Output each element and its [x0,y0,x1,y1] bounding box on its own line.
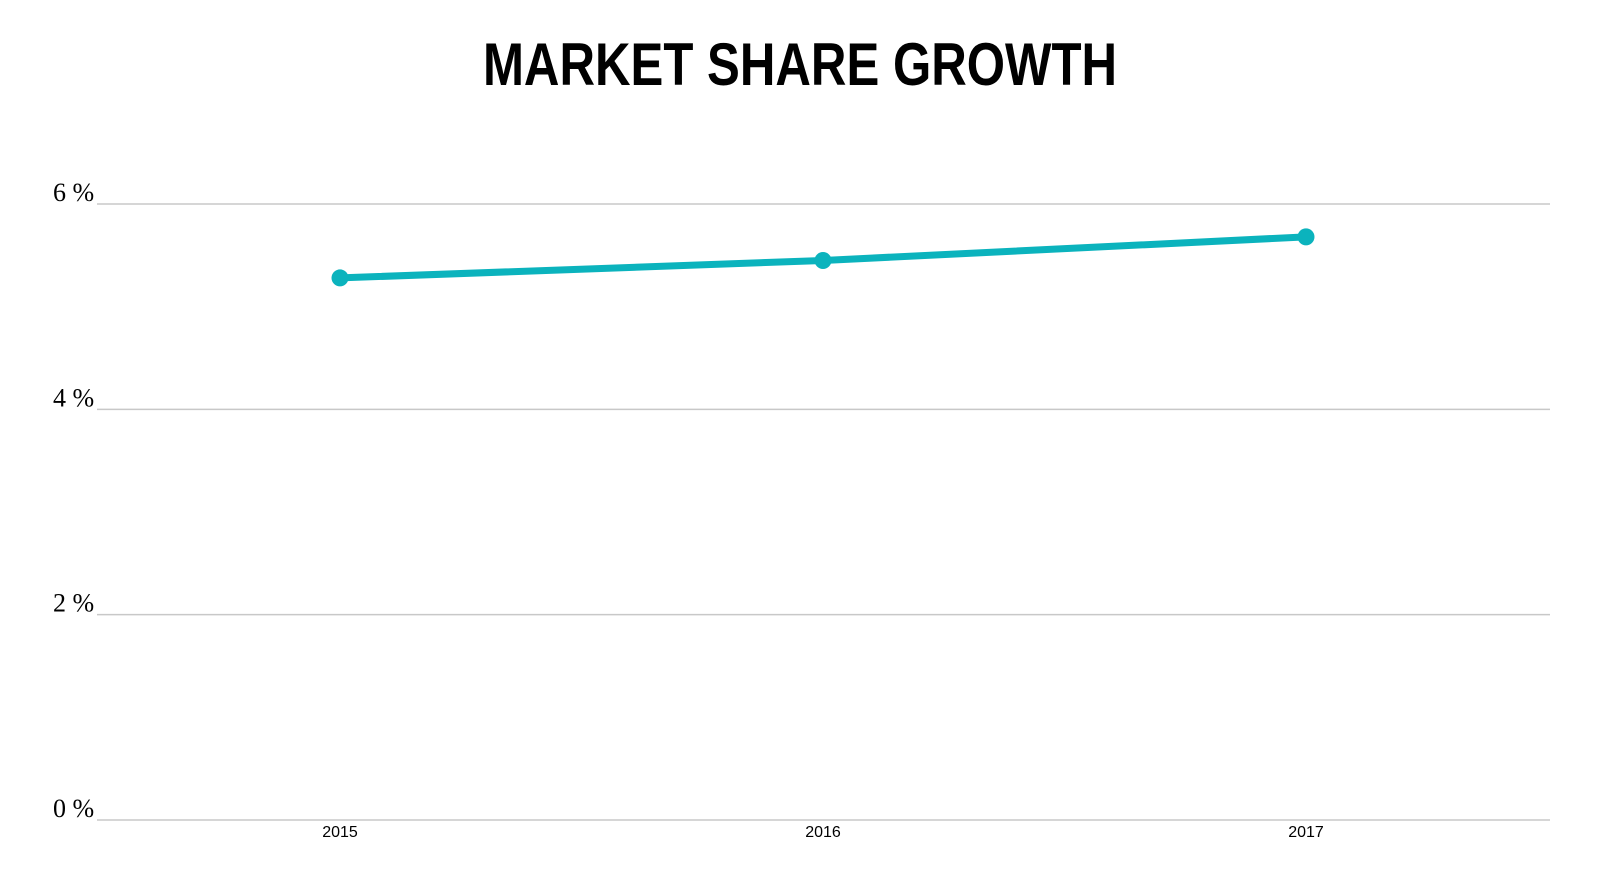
y-tick-label: 6 % [53,178,94,207]
data-point [331,269,349,287]
y-axis-ticks: 0 % 2 % 4 % 6 % [53,178,94,823]
y-tick-label: 0 % [53,794,94,823]
x-tick-label: 2016 [805,824,841,841]
x-tick-label: 2015 [322,824,358,841]
data-point [1297,228,1315,246]
chart-title: MARKET SHARE GROWTH [482,31,1118,98]
gridlines [97,203,1550,821]
data-point [814,251,832,269]
x-axis-ticks: 2015 2016 2017 [322,824,1324,841]
series-layer [331,228,1315,287]
x-tick-label: 2017 [1288,824,1324,841]
y-tick-label: 2 % [53,589,94,618]
y-tick-label: 4 % [53,383,94,412]
